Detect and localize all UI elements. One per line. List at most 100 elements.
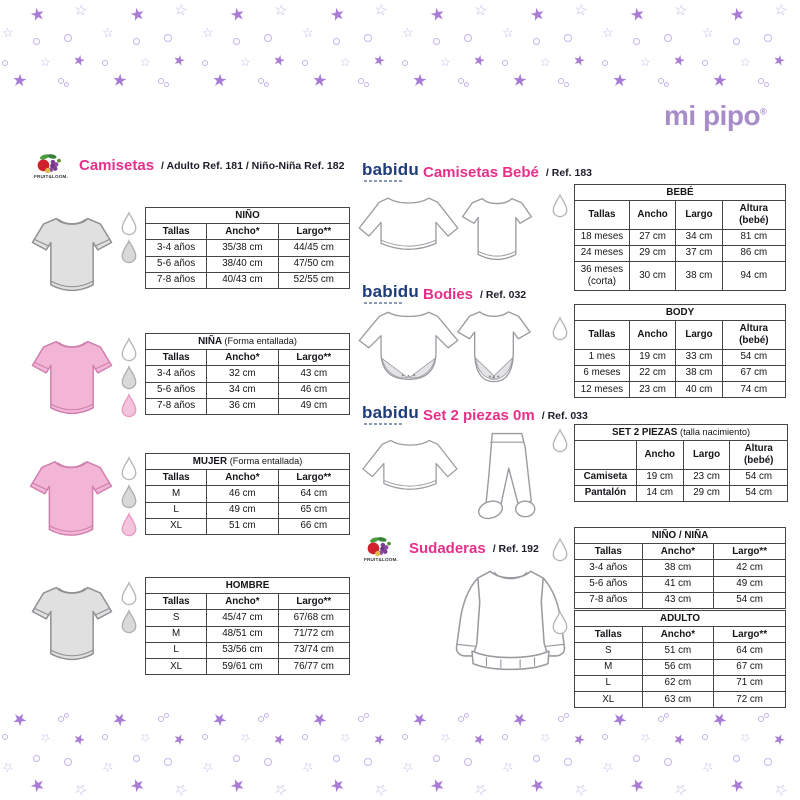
dot-icon [764, 713, 769, 718]
dot-icon [764, 758, 772, 766]
star-icon: ☆ [201, 24, 215, 41]
dot-icon [458, 78, 464, 84]
star-icon: ★ [271, 50, 288, 70]
dot-icon [164, 82, 169, 87]
dot-icon [102, 60, 108, 66]
column-header: Tallas [144, 593, 208, 611]
table-cell: 43 cm [641, 591, 715, 610]
dot-icon [64, 758, 72, 766]
star-icon: ★ [528, 774, 548, 797]
column-header: Altura (bebé) [721, 200, 787, 230]
table-cell: 49 cm [206, 501, 279, 519]
star-border-bottom: ★ ☆ ☆ ☆ ★ ★ ★ ☆ ☆ ☆ ★ ★ ★ ☆ ☆ ☆ ★ ★ ★ ☆ ☆ ☆ ★ ★ ★ ☆ ☆ ☆ ★ ★ ★ ☆ ☆ ☆ ★ ★ ★ ☆ ☆ ☆… [0, 705, 800, 800]
column-header: Tallas [144, 469, 208, 487]
dot-icon [64, 34, 72, 42]
star-icon: ☆ [139, 54, 152, 70]
table-title-text: HOMBRE [225, 579, 270, 591]
table-cell: 23 cm [628, 381, 677, 399]
droplet-icon [121, 365, 137, 390]
section-title-camisetas-bebe: Camisetas Bebé [423, 163, 539, 181]
table-title: HOMBRE [145, 576, 350, 595]
table-cell: 63 cm [641, 691, 715, 709]
dot-icon [602, 60, 608, 66]
registered-mark: ® [760, 106, 767, 117]
dot-icon [64, 713, 69, 718]
table-cell: 64 cm [277, 485, 351, 503]
dot-icon [558, 716, 564, 722]
table-cell: 19 cm [628, 348, 677, 366]
star-icon: ★ [371, 50, 388, 70]
table-cell: L [144, 641, 208, 660]
star-icon: ★ [611, 70, 629, 91]
star-icon: ☆ [239, 54, 252, 70]
table-mujer: MUJER (Forma entallada) Tallas Ancho* Largo… [144, 452, 351, 536]
table-title: SET 2 PIEZAS (talla nacimiento) [574, 423, 788, 442]
fruit-of-the-loom-logo: FRUIT&LOOM. [360, 535, 402, 562]
star-icon: ☆ [601, 24, 615, 41]
star-border-top: ★ ☆ ☆ ☆ ★ ★ ★ ☆ ☆ ☆ ★ ★ ★ ☆ ☆ ☆ ★ ★ ★ ☆ ☆ ☆ ★ ★ ★ ☆ ☆ ☆ ★ ★ ★ ☆ ☆ ☆ ★ ★ ★ ☆ ☆ ☆… [0, 0, 800, 95]
dot-icon [633, 38, 640, 45]
star-icon: ★ [728, 3, 748, 26]
star-icon: ☆ [239, 730, 252, 746]
column-header: Largo** [277, 223, 351, 241]
star-icon: ★ [228, 3, 248, 26]
table-cell: 49 cm [713, 575, 786, 593]
star-icon: ★ [211, 70, 229, 91]
table-cell: 29 cm [682, 484, 731, 503]
table-cell: S [574, 642, 643, 660]
fruit-logo-text: FRUIT&LOOM. [33, 173, 69, 179]
dot-icon [533, 38, 540, 45]
table-subtitle-text: (talla nacimiento) [680, 426, 751, 437]
dot-icon [58, 716, 64, 722]
dot-icon [664, 34, 672, 42]
dot-icon [433, 755, 440, 762]
table-title-text: ADULTO [660, 612, 700, 624]
table-cell: 71 cm [713, 674, 786, 693]
star-icon: ☆ [739, 730, 752, 746]
size-table-hombre: HOMBRE Tallas Ancho* Largo** S 45/47 cm 67/68 … [144, 576, 351, 676]
size-table-mujer: MUJER (Forma entallada) Tallas Ancho* Largo… [144, 452, 351, 536]
column-header: Largo [682, 440, 731, 470]
table-cell: M [574, 658, 643, 676]
table-title: ADULTO [574, 609, 786, 628]
star-icon: ★ [771, 730, 788, 750]
section-header-camisetas-bebe: babidu Camisetas Bebé / Ref. 183 [362, 155, 592, 189]
star-icon: ★ [511, 70, 529, 91]
star-icon: ☆ [472, 780, 489, 799]
table-cell: 56 cm [641, 658, 715, 676]
star-icon: ★ [528, 3, 548, 26]
table-adulto: ADULTO Tallas Ancho* Largo** S 51 cm 64 cm M 56 … [574, 609, 786, 709]
table-cell: 66 cm [277, 517, 351, 536]
table-cell: 45/47 cm [206, 609, 279, 627]
table-bebe: BEBÉ Tallas Ancho Largo Altura (bebé) 18 mese… [574, 183, 787, 291]
star-icon: ★ [128, 3, 148, 26]
dot-icon [633, 755, 640, 762]
star-icon: ★ [628, 3, 648, 26]
dot-icon [33, 755, 40, 762]
dot-icon [464, 82, 469, 87]
section-header-camisetas: FRUIT&LOOM. Camisetas / Adulto Ref. 181 … [30, 148, 344, 182]
table-cell: 46 cm [206, 485, 279, 503]
babidu-logo-text: babidu [362, 282, 419, 302]
column-header: Tallas [144, 349, 208, 367]
star-icon: ☆ [339, 54, 352, 70]
table-cell: 35/38 cm [206, 239, 279, 257]
table-cell: 7-8 años [144, 397, 208, 416]
table-cell: XL [144, 658, 208, 676]
table-subtitle-text: (Forma entallada) [229, 455, 303, 466]
column-header: Ancho [628, 200, 677, 230]
table-cell: 42 cm [713, 559, 786, 577]
babidu-logo: babidu [362, 282, 419, 304]
star-icon: ★ [411, 709, 429, 730]
star-icon: ☆ [1, 759, 15, 776]
table-cell: 81 cm [721, 228, 787, 246]
star-icon: ☆ [572, 780, 589, 799]
table-cell: L [144, 501, 208, 519]
column-header: Altura (bebé) [729, 440, 788, 470]
table-cell: 3-4 años [144, 239, 208, 257]
dot-icon [758, 78, 764, 84]
dot-icon [458, 716, 464, 722]
set-footed-pants-illustration [478, 432, 536, 520]
star-icon: ★ [471, 50, 488, 70]
